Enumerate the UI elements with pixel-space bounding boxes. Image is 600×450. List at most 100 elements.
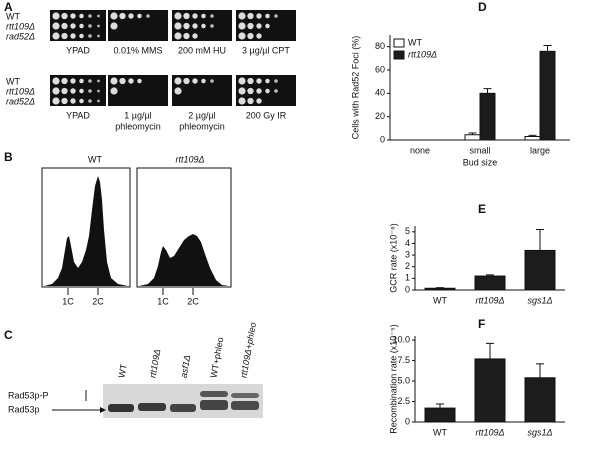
strain-label: rtt109Δ	[6, 86, 35, 96]
spot	[183, 77, 190, 85]
bar	[524, 377, 556, 423]
y-tick-label: 40	[375, 88, 385, 98]
spot	[79, 33, 84, 39]
y-tick-label: 20	[375, 111, 385, 121]
y-tick-label: 10.0	[392, 334, 410, 344]
condition-label: 200 Gy IR	[246, 110, 287, 120]
x-tick-label: large	[530, 145, 550, 155]
spot	[110, 22, 118, 30]
condition-label: 1 µg/µl	[124, 110, 151, 120]
panel-label: A	[4, 0, 13, 14]
y-tick-label: 0	[405, 416, 410, 426]
spot	[201, 78, 206, 84]
spot	[79, 23, 84, 29]
y-tick-label: 60	[375, 64, 385, 74]
histogram-frame	[41, 167, 131, 288]
spot	[137, 78, 142, 84]
spot	[265, 88, 270, 94]
strain-label: rad52Δ	[6, 96, 35, 106]
y-tick-label: 1	[405, 273, 410, 283]
spot	[137, 13, 142, 19]
spot	[201, 13, 206, 19]
x-tick-label: sgs1Δ	[527, 295, 552, 305]
y-axis-label: Recombination rate (x10⁻⁵)	[388, 324, 398, 434]
spot	[61, 77, 68, 85]
y-tick-label: 2	[405, 261, 410, 271]
panel-label: F	[478, 317, 485, 331]
histogram-rtt109	[139, 234, 229, 286]
y-tick-label: 4	[405, 238, 410, 248]
peak-label: 1C	[157, 296, 169, 306]
bar	[464, 134, 481, 141]
spot	[119, 77, 126, 85]
spot	[70, 88, 76, 94]
spot	[247, 32, 254, 40]
spot	[128, 13, 134, 19]
spot	[110, 12, 118, 20]
y-tick-label: 2.5	[397, 396, 410, 406]
spot	[119, 12, 126, 20]
bar	[539, 50, 556, 141]
spot	[192, 23, 198, 29]
spot	[52, 97, 60, 105]
bar	[479, 92, 496, 141]
spot	[146, 14, 150, 18]
spot	[61, 87, 68, 95]
condition-label: 2 µg/µl	[188, 110, 215, 120]
spot	[210, 79, 214, 83]
spot	[201, 23, 206, 29]
spot	[192, 13, 198, 19]
spot	[52, 12, 60, 20]
spot	[70, 23, 76, 29]
peak-label: 2C	[187, 296, 199, 306]
spot	[97, 14, 100, 18]
peak-label: 2C	[92, 296, 104, 306]
panel-label: E	[478, 202, 486, 216]
spot	[256, 78, 262, 84]
spot	[210, 24, 214, 28]
spot	[265, 23, 270, 29]
spot	[256, 23, 262, 29]
strain-label: WT	[6, 11, 20, 21]
band	[231, 393, 259, 398]
y-tick-label: 0	[380, 134, 385, 144]
spot	[238, 77, 246, 85]
spot	[274, 79, 278, 83]
legend-label: WT	[408, 37, 422, 47]
spot	[88, 14, 92, 18]
spot	[183, 32, 190, 40]
spot	[61, 97, 68, 105]
lane-label: WT	[116, 363, 128, 379]
spot	[61, 22, 68, 30]
spot	[174, 77, 182, 85]
spot	[238, 12, 246, 20]
spot	[247, 12, 254, 20]
spot	[238, 22, 246, 30]
panel-label: C	[4, 328, 13, 342]
condition-label: phleomycin	[115, 121, 161, 131]
spot	[256, 98, 262, 104]
y-axis-label: GCR rate (x10⁻⁸)	[388, 223, 398, 293]
band	[138, 403, 166, 411]
spot	[70, 33, 76, 39]
y-tick-label: 3	[405, 249, 410, 259]
band	[170, 404, 196, 412]
legend-swatch	[393, 38, 405, 48]
strain-label: rad52Δ	[6, 31, 35, 41]
spot	[238, 97, 246, 105]
spot	[97, 24, 100, 28]
x-tick-label: none	[410, 145, 430, 155]
spot	[274, 14, 278, 18]
spot	[210, 14, 214, 18]
spot	[192, 33, 198, 39]
spot	[247, 77, 254, 85]
x-tick-label: WT	[433, 427, 447, 437]
spot	[97, 99, 100, 103]
band-label: Rad53p-P	[8, 390, 49, 400]
legend-swatch	[393, 50, 405, 60]
bar	[524, 249, 556, 291]
spot	[88, 79, 92, 83]
bar	[424, 287, 456, 291]
y-axis-label: Cells with Rad52 Foci (%)	[350, 36, 360, 140]
